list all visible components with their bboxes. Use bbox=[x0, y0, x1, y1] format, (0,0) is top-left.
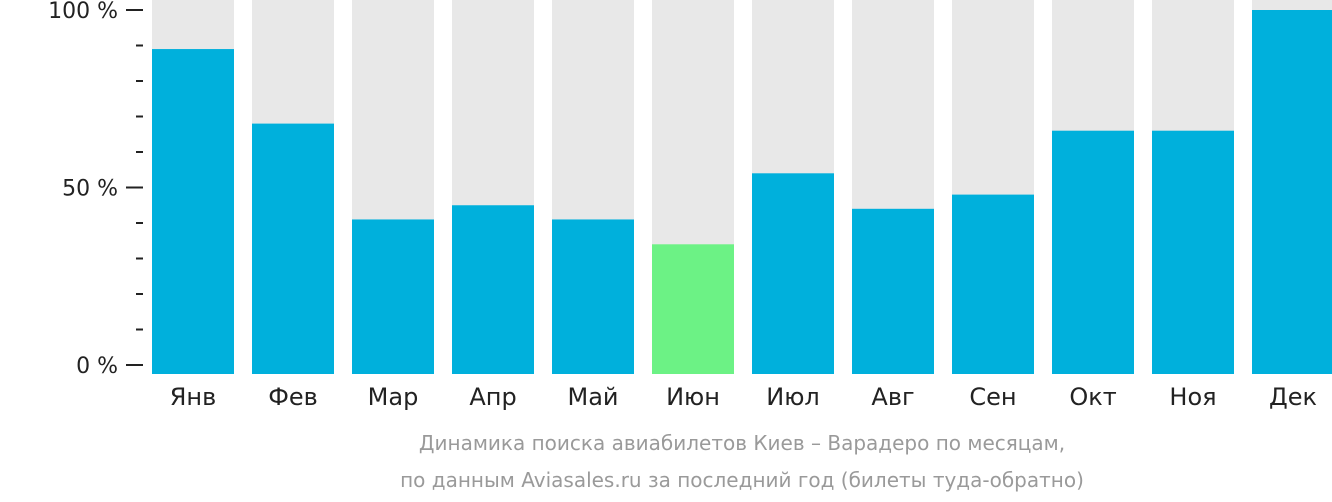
y-tick-label-50: 50 % bbox=[62, 177, 118, 202]
chart-caption: Динамика поиска авиабилетов Киев – Варад… bbox=[400, 431, 1084, 492]
x-label-1: Янв bbox=[170, 383, 217, 411]
x-label-4: Апр bbox=[469, 383, 516, 411]
x-label-10: Окт bbox=[1069, 383, 1116, 411]
bar-7[interactable] bbox=[752, 173, 834, 374]
caption-line-2: по данным Aviasales.ru за последний год … bbox=[400, 468, 1084, 492]
bar-10[interactable] bbox=[1052, 130, 1134, 374]
x-label-11: Ноя bbox=[1169, 383, 1216, 411]
x-label-2: Фев bbox=[268, 383, 318, 411]
bar-12[interactable] bbox=[1252, 10, 1332, 374]
bar-8[interactable] bbox=[852, 208, 934, 374]
x-label-6: Июн bbox=[666, 383, 720, 411]
y-tick-label-100: 100 % bbox=[48, 0, 118, 24]
bar-3[interactable] bbox=[352, 219, 434, 374]
x-label-9: Сен bbox=[969, 383, 1016, 411]
x-label-7: Июл bbox=[766, 383, 820, 411]
bar-6[interactable] bbox=[652, 244, 734, 374]
bar-11[interactable] bbox=[1152, 130, 1234, 374]
y-axis: 0 % 50 % 100 % bbox=[48, 0, 143, 379]
bar-1[interactable] bbox=[152, 49, 234, 375]
y-tick-label-0: 0 % bbox=[76, 354, 118, 379]
bars bbox=[152, 10, 1332, 375]
x-label-3: Мар bbox=[368, 383, 419, 411]
x-axis-labels: Янв Фев Мар Апр Май Июн Июл Авг Сен Окт Ноя Дек bbox=[170, 383, 1317, 411]
bar-9[interactable] bbox=[952, 194, 1034, 374]
bar-5[interactable] bbox=[552, 219, 634, 374]
caption-line-1: Динамика поиска авиабилетов Киев – Варад… bbox=[419, 431, 1065, 455]
x-label-5: Май bbox=[567, 383, 618, 411]
x-label-8: Авг bbox=[871, 383, 914, 411]
x-label-12: Дек bbox=[1269, 383, 1317, 411]
bar-2[interactable] bbox=[252, 123, 334, 374]
bar-4[interactable] bbox=[452, 205, 534, 374]
